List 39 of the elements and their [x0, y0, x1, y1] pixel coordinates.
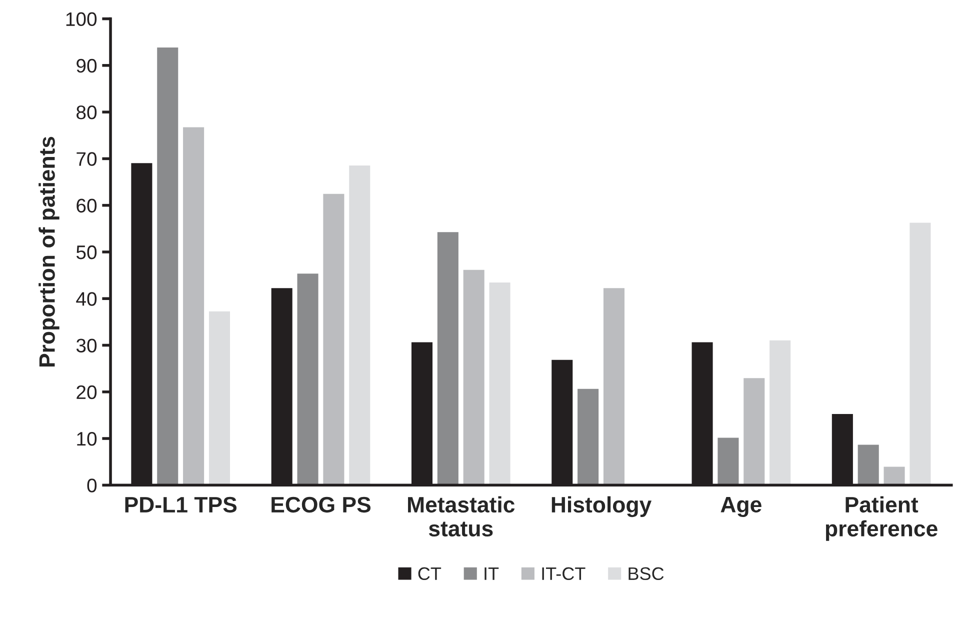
bar [208, 310, 232, 486]
y-tick-label: 40 [76, 292, 97, 306]
x-tick-label: ECOG PS [272, 496, 370, 513]
x-tick-label: Age [720, 496, 762, 517]
legend-label: IT-CT [542, 567, 586, 580]
bar [716, 436, 740, 486]
bar [576, 387, 600, 486]
legend-label: IT [484, 567, 499, 580]
y-tick-label: 60 [76, 198, 97, 213]
legend-label: BSC [628, 567, 664, 580]
y-tick-label: 30 [76, 338, 97, 352]
legend-label: CT [418, 567, 442, 580]
bar [768, 338, 792, 486]
y-tick-label: 70 [76, 152, 97, 166]
bar [462, 268, 486, 486]
y-tick-label: 80 [76, 106, 97, 120]
bar [182, 126, 206, 486]
bar [742, 376, 766, 486]
bar [436, 230, 460, 486]
bar [322, 192, 346, 486]
bar [856, 443, 880, 486]
y-tick-label: 50 [76, 245, 97, 260]
y-tick-label: 100 [66, 12, 97, 26]
y-tick-label: 0 [87, 478, 97, 492]
bar [156, 46, 180, 486]
bar [488, 281, 512, 486]
bar [602, 286, 626, 486]
bar [882, 465, 906, 486]
y-tick-label: 90 [76, 58, 97, 73]
x-tick-label: PD-L1 TPS [125, 496, 237, 513]
x-tick-label: Patient preference [826, 496, 938, 541]
y-tick-label: 10 [77, 432, 97, 446]
bar [296, 272, 320, 486]
x-tick-label: Histology [552, 496, 652, 518]
y-axis-title: Proportion of patients [38, 136, 60, 367]
bar [908, 221, 932, 486]
bar [348, 164, 372, 486]
x-tick-label: Metastatic status [408, 496, 515, 537]
y-tick-label: 20 [76, 385, 97, 400]
